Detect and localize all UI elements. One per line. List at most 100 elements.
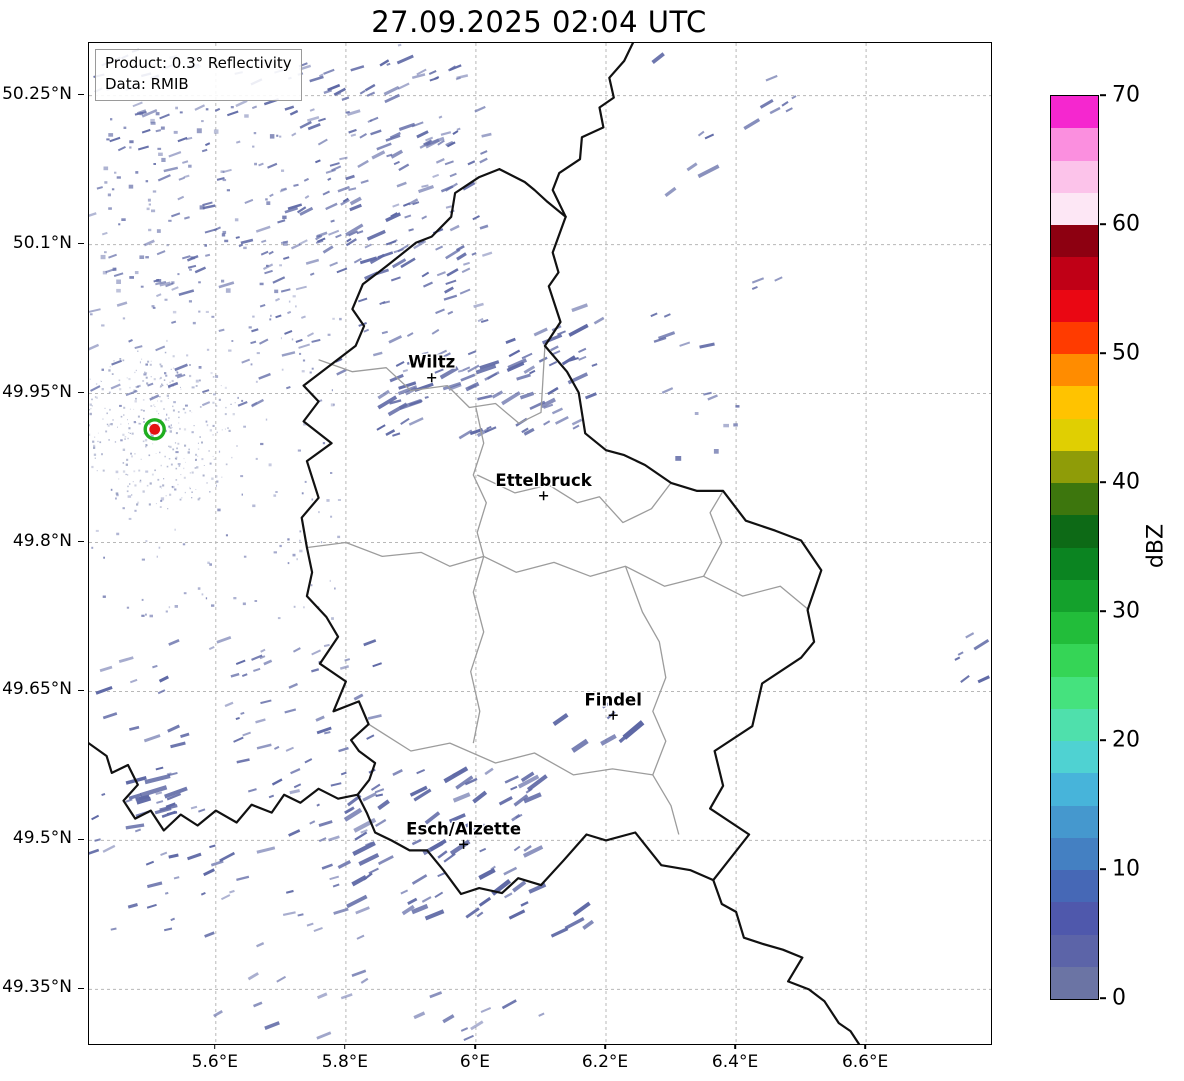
colorbar-tick-label: 70 — [1112, 82, 1140, 108]
product-info-box: Product: 0.3° Reflectivity Data: RMIB — [95, 49, 302, 101]
colorbar-segment — [1051, 934, 1098, 967]
national-border — [551, 43, 635, 218]
x-tick-label: 6.2°E — [581, 1052, 629, 1072]
y-tick-mark — [78, 93, 84, 96]
y-tick-mark — [78, 242, 84, 245]
x-tick-label: 5.6°E — [191, 1052, 238, 1072]
colorbar-tick-label: 20 — [1112, 727, 1140, 753]
colorbar-segment — [1051, 418, 1098, 451]
product-info-line: Product: 0.3° Reflectivity — [105, 54, 292, 72]
colorbar-segment — [1051, 966, 1098, 999]
colorbar-segment — [1051, 547, 1098, 580]
colorbar-segment — [1051, 257, 1098, 290]
colorbar-segment — [1051, 192, 1098, 225]
ground-clutter — [89, 350, 238, 510]
district-border — [318, 345, 546, 424]
colorbar-segment — [1051, 741, 1098, 774]
colorbar-segment — [1051, 321, 1098, 354]
colorbar-segment — [1051, 708, 1098, 741]
colorbar-segment — [1051, 676, 1098, 709]
map-plot-area: Wiltz Ettelbruck Findel Esch/Alzette Produc… — [88, 42, 992, 1045]
y-tick-label: 49.5°N — [12, 828, 72, 849]
y-tick-label: 50.1°N — [12, 232, 72, 253]
city-marker — [608, 710, 618, 720]
y-tick-mark — [78, 838, 84, 841]
colorbar-tick-mark — [1100, 481, 1106, 483]
colorbar-segment — [1051, 128, 1098, 161]
colorbar-segment — [1051, 773, 1098, 806]
colorbar-tick-mark — [1100, 868, 1106, 870]
x-tick-mark — [604, 1043, 606, 1049]
colorbar-segment — [1051, 805, 1098, 838]
y-tick-label: 49.8°N — [12, 530, 72, 551]
figure-title: 27.09.2025 02:04 UTC — [371, 5, 707, 39]
colorbar-tick-mark — [1100, 997, 1106, 999]
city-label: Esch/Alzette — [406, 819, 521, 838]
x-tick-mark — [864, 1043, 866, 1049]
x-tick-mark — [214, 1043, 216, 1049]
colorbar-segment — [1051, 450, 1098, 483]
x-tick-mark — [474, 1043, 476, 1049]
x-tick-mark — [344, 1043, 346, 1049]
district-border — [368, 723, 653, 776]
colorbar-tick-mark — [1100, 94, 1106, 96]
y-tick-mark — [78, 540, 84, 543]
colorbar-tick-label: 30 — [1112, 598, 1140, 624]
data-source-line: Data: RMIB — [105, 75, 189, 93]
district-border — [307, 541, 810, 611]
colorbar-tick-label: 10 — [1112, 856, 1140, 882]
colorbar-segment — [1051, 579, 1098, 612]
national-border — [300, 168, 823, 896]
colorbar-segment — [1051, 612, 1098, 645]
x-tick-label: 6.4°E — [711, 1052, 759, 1072]
colorbar-tick-mark — [1100, 739, 1106, 741]
colorbar-tick-mark — [1100, 610, 1106, 612]
y-tick-label: 49.35°N — [2, 977, 72, 998]
radar-site-dot — [149, 423, 161, 435]
district-border — [624, 566, 680, 835]
colorbar-tick-labels: 0 10 20 30 40 50 60 70 — [1100, 83, 1170, 1011]
latitude-axis: 50.25°N 50.1°N 49.95°N 49.8°N 49.65°N 49.5°N 4… — [0, 42, 84, 1043]
y-tick-label: 49.95°N — [2, 381, 72, 402]
colorbar-segment — [1051, 289, 1098, 322]
district-border — [476, 474, 672, 524]
city-label: Findel — [585, 690, 642, 709]
y-tick-label: 49.65°N — [2, 679, 72, 700]
city-marker — [539, 491, 549, 501]
colorbar-segment — [1051, 386, 1098, 419]
colorbar-tick-label: 0 — [1112, 985, 1126, 1011]
x-tick-mark — [734, 1043, 736, 1049]
city-marker — [427, 373, 437, 383]
y-tick-mark — [78, 689, 84, 692]
colorbar-segment — [1051, 515, 1098, 548]
city-label: Wiltz — [408, 353, 455, 372]
radar-map-canvas: Wiltz Ettelbruck Findel Esch/Alzette — [89, 43, 991, 1044]
colorbar-segment — [1051, 483, 1098, 516]
radar-site-ring — [143, 418, 166, 441]
longitude-axis: 5.6°E 5.8°E 6°E 6.2°E 6.4°E 6.6°E — [88, 1043, 990, 1079]
district-border — [470, 556, 485, 744]
colorbar-segment — [1051, 902, 1098, 935]
colorbar — [1050, 95, 1099, 1000]
y-tick-mark — [78, 987, 84, 990]
city-label: Ettelbruck — [495, 471, 592, 490]
colorbar-tick-label: 50 — [1112, 340, 1140, 366]
y-tick-mark — [78, 391, 84, 394]
colorbar-segment — [1051, 354, 1098, 387]
colorbar-segment — [1051, 644, 1098, 677]
colorbar-unit-label: dBZ — [1143, 523, 1169, 569]
district-border — [472, 407, 487, 557]
colorbar-segment — [1051, 870, 1098, 903]
colorbar-segment — [1051, 225, 1098, 258]
y-tick-label: 50.25°N — [2, 83, 72, 104]
colorbar-segment — [1051, 837, 1098, 870]
colorbar-tick-label: 60 — [1112, 211, 1140, 237]
colorbar-tick-label: 40 — [1112, 469, 1140, 495]
national-border — [712, 879, 861, 1044]
x-tick-label: 6.6°E — [841, 1052, 889, 1072]
x-tick-label: 6°E — [459, 1052, 490, 1072]
colorbar-segment — [1051, 160, 1098, 193]
district-border — [703, 490, 724, 577]
x-tick-label: 5.8°E — [321, 1052, 369, 1072]
